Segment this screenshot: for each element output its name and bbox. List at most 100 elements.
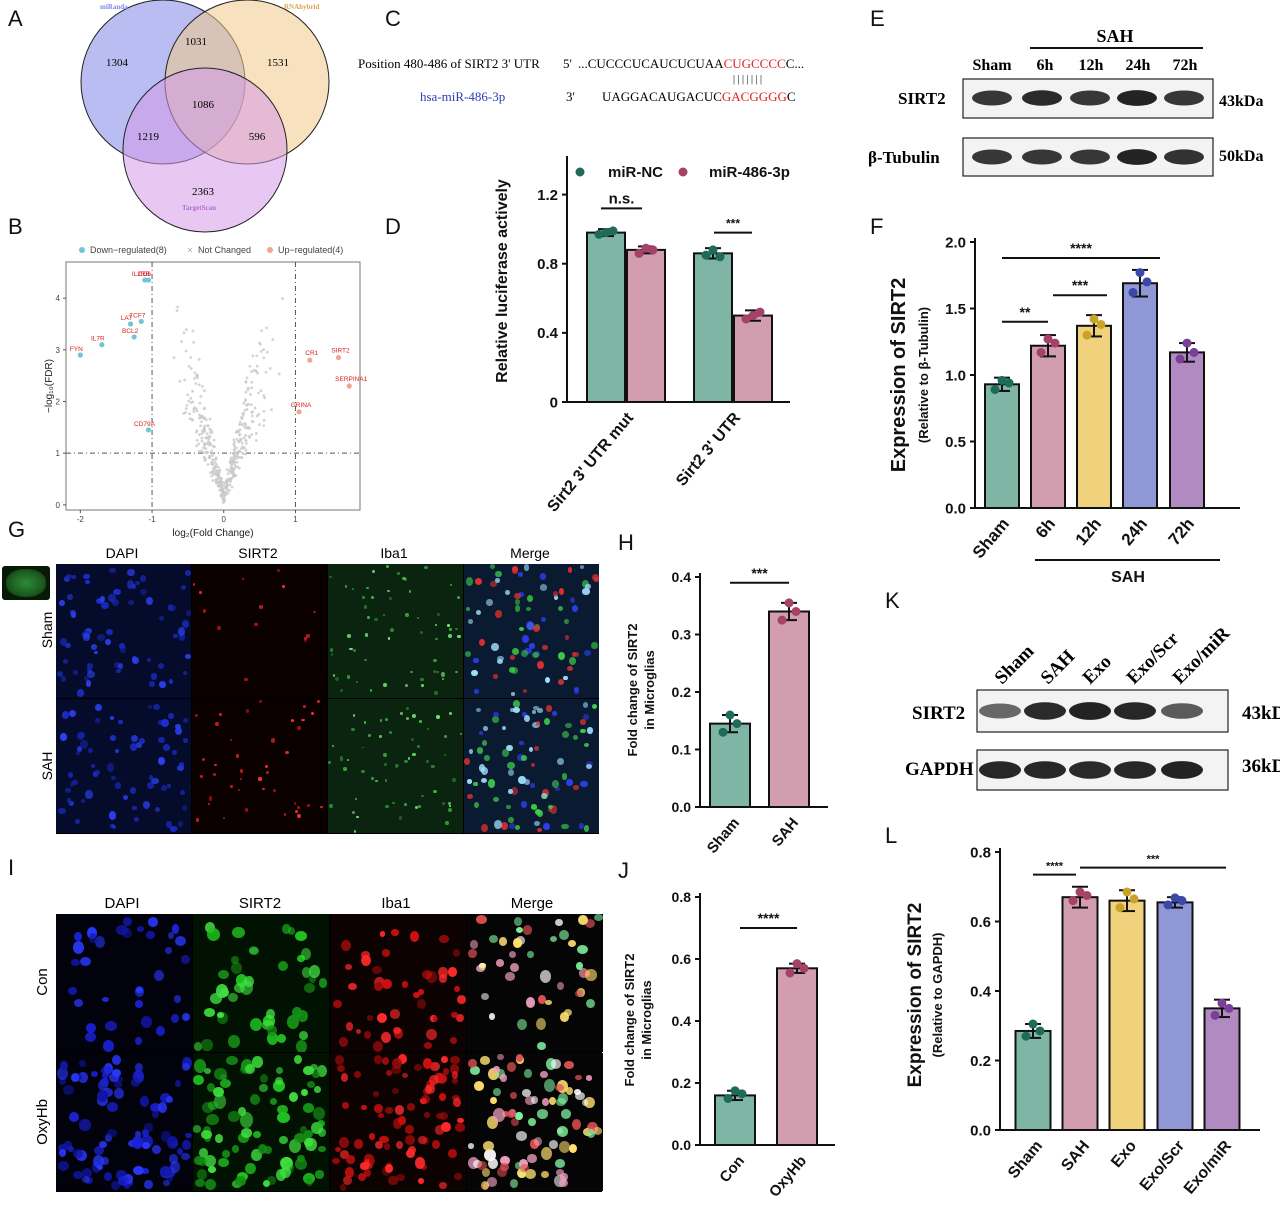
volcano-point-ns (204, 447, 208, 450)
micro-cell (252, 1056, 264, 1068)
micro-cell (469, 940, 478, 949)
blot-e-kda: 50kDa (1219, 148, 1263, 165)
data-point (730, 1086, 740, 1096)
seq-utr: ...CUCCCUCAUCUCUAACUGCCCCC... (578, 56, 804, 71)
volcano-x-tick-label: -2 (77, 515, 85, 524)
micro-cell (514, 605, 521, 612)
micro-cell (293, 801, 297, 806)
micro-cell (238, 1133, 249, 1143)
micro-cell (208, 1166, 216, 1173)
micro-cell (448, 1149, 457, 1158)
blot-k-lane: Sham (991, 641, 1039, 689)
micro-cell (449, 583, 453, 587)
bar (1169, 351, 1205, 510)
micro-cell (58, 807, 66, 815)
micro-cell (297, 806, 301, 810)
micro-cell (233, 983, 246, 994)
volcano-point-down (138, 318, 144, 325)
micro-cell (506, 1109, 516, 1118)
micro-cell (516, 926, 524, 933)
data-point (641, 243, 651, 253)
volcano-point-up (346, 383, 352, 389)
volcano-point-ns (221, 490, 225, 493)
micro-cell (535, 721, 540, 726)
micro-cell (534, 820, 541, 826)
micro-cell (289, 1138, 302, 1153)
micro-i-col: SIRT2 (239, 895, 281, 912)
micro-cell (593, 1127, 603, 1135)
micro-cell (414, 805, 418, 809)
micro-cell (429, 1075, 440, 1085)
micro-cell (449, 1055, 460, 1064)
luciferase-chart: 0 0.4 0.8 1.2 Sirt2 3' UTR mut Sirt2 3' UTR n.… (494, 156, 790, 515)
volcano-point-ns (250, 386, 254, 390)
volcano-point-ns (219, 494, 223, 498)
micro-cell (443, 753, 447, 757)
volcano-point-label: CD79A (134, 421, 156, 428)
volcano-point-ns (189, 356, 193, 360)
micro-cell (69, 709, 76, 717)
micro-cell (453, 1098, 461, 1108)
micro-cell (66, 574, 73, 580)
micro-cell (65, 642, 72, 648)
micro-cell (279, 1135, 289, 1145)
micro-cell (100, 596, 106, 602)
volcano-point-ns (243, 408, 247, 412)
micro-cell (515, 1131, 527, 1141)
micro-cell (440, 1056, 448, 1063)
micro-cell (277, 1105, 288, 1114)
micro-cell (207, 928, 220, 941)
volcano-point-ns (251, 410, 255, 414)
micro-cell (131, 1078, 140, 1088)
micro-cell (316, 1065, 328, 1077)
micro-cell (182, 1012, 191, 1021)
volcano-y-tick-label: 2 (56, 398, 61, 407)
volcano-point-ns (244, 452, 248, 456)
micro-cell (175, 935, 187, 946)
bar (1122, 282, 1158, 510)
micro-cell (554, 595, 559, 601)
micro-cell (238, 789, 241, 792)
volcano-point-ns (185, 403, 189, 407)
micro-cell (467, 793, 474, 800)
bar (1076, 324, 1112, 510)
micro-cell (418, 1136, 427, 1144)
blot-band (1024, 702, 1066, 720)
micro-cell (66, 798, 72, 803)
volcano-point-ns (240, 423, 244, 427)
micro-cell (396, 572, 401, 575)
micro-cell (295, 1039, 307, 1052)
micro-cell (439, 935, 449, 944)
micro-cell (420, 1094, 431, 1105)
volcano-point-ns (213, 445, 216, 449)
micro-cell (130, 787, 137, 795)
micro-cell (448, 634, 452, 639)
y-axis-label: Expression of SIRT2 (905, 903, 926, 1088)
micro-cell (413, 992, 421, 999)
micro-cell (585, 584, 591, 589)
micro-cell (395, 1140, 403, 1149)
micro-cell (536, 1018, 547, 1031)
y-tick-label: 0.6 (672, 951, 692, 967)
micro-cell (476, 747, 483, 754)
volcano-point-ns (193, 371, 197, 375)
micro-cell (547, 804, 553, 809)
volcano-point-label: FYN (70, 346, 83, 353)
volcano-point-ns (182, 331, 186, 335)
micro-cell (551, 779, 560, 788)
micro-cell (543, 822, 550, 830)
micro-cell (141, 1016, 152, 1028)
micro-cell (438, 1182, 447, 1189)
micro-cell (486, 1177, 498, 1187)
volcano-point-ns (257, 391, 261, 395)
micro-cell (346, 1022, 354, 1031)
volcano-point-ns (244, 439, 248, 443)
data-point (1177, 896, 1187, 906)
micro-cell (334, 1146, 342, 1152)
volcano-point-ns (268, 366, 272, 370)
micro-cell (576, 944, 588, 955)
micro-tile (464, 699, 599, 833)
micro-cell (584, 1097, 595, 1109)
seq-alignment: Position 480-486 of SIRT2 3' UTR 5' ...C… (358, 56, 804, 104)
micro-cell (500, 821, 508, 830)
